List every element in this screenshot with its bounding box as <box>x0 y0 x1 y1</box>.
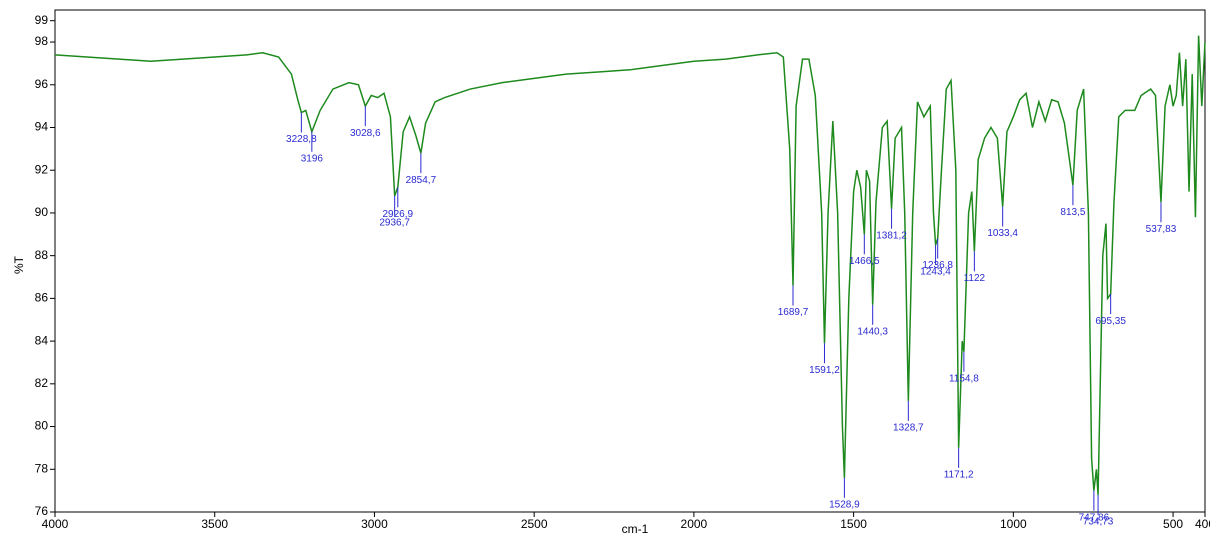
y-tick-label: 90 <box>35 205 49 219</box>
peak-label: 2854,7 <box>406 175 437 186</box>
y-tick-label: 86 <box>35 291 49 305</box>
x-tick-label: 1000 <box>1000 517 1027 531</box>
peak-label: 1243,4 <box>920 267 951 278</box>
peak-label: 1528,9 <box>829 499 860 510</box>
peak-label: 1171,2 <box>944 470 974 481</box>
y-tick-label: 88 <box>35 248 49 262</box>
x-axis-label: cm-1 <box>622 522 649 535</box>
x-tick-label: 1500 <box>840 517 867 531</box>
x-tick-label: 2000 <box>681 517 708 531</box>
peak-label: 2926,9 <box>382 209 413 220</box>
peak-label: 1154,8 <box>949 373 979 384</box>
x-tick-label: 4000 <box>42 517 69 531</box>
y-tick-label: 92 <box>35 162 49 176</box>
peak-label: 1440,3 <box>857 326 888 337</box>
peak-label: 747,86 <box>1079 512 1110 523</box>
peak-label: 695,35 <box>1095 316 1126 327</box>
y-tick-label: 99 <box>35 13 49 27</box>
peak-label: 1591,2 <box>809 365 840 376</box>
y-tick-label: 94 <box>35 120 49 134</box>
peak-label: 3228,8 <box>286 134 317 145</box>
y-tick-label: 98 <box>35 34 49 48</box>
peak-label: 1689,7 <box>778 307 809 318</box>
plot-frame <box>54 9 1206 513</box>
y-axis-label: %T <box>12 255 26 274</box>
x-tick-label: 3500 <box>201 517 228 531</box>
peak-label: 813,5 <box>1060 207 1085 218</box>
peak-label: 3028,6 <box>350 128 381 139</box>
y-tick-label: 80 <box>35 419 49 433</box>
peak-label: 537,83 <box>1146 224 1177 235</box>
peak-label: 2936,7 <box>379 217 410 228</box>
x-tick-label: 400 <box>1195 517 1210 531</box>
peak-label: 1328,7 <box>893 423 924 434</box>
peak-label: 1381,2 <box>876 230 907 241</box>
peak-label: 1466,5 <box>849 256 880 267</box>
y-tick-label: 96 <box>35 77 49 91</box>
y-tick-label: 84 <box>35 333 49 347</box>
y-tick-label: 82 <box>35 376 49 390</box>
spectrum-line <box>54 35 1206 495</box>
peak-label: 1033,4 <box>987 228 1018 239</box>
x-tick-label: 2500 <box>521 517 548 531</box>
y-tick-label: 76 <box>35 504 49 518</box>
x-tick-label: 3000 <box>361 517 388 531</box>
peak-label: 3196 <box>301 153 324 164</box>
peak-label: 734,73 <box>1083 517 1114 528</box>
peak-label: 1236,8 <box>922 260 953 271</box>
y-tick-label: 78 <box>35 461 49 475</box>
peak-label: 1122 <box>964 273 986 284</box>
x-tick-label: 500 <box>1163 517 1183 531</box>
